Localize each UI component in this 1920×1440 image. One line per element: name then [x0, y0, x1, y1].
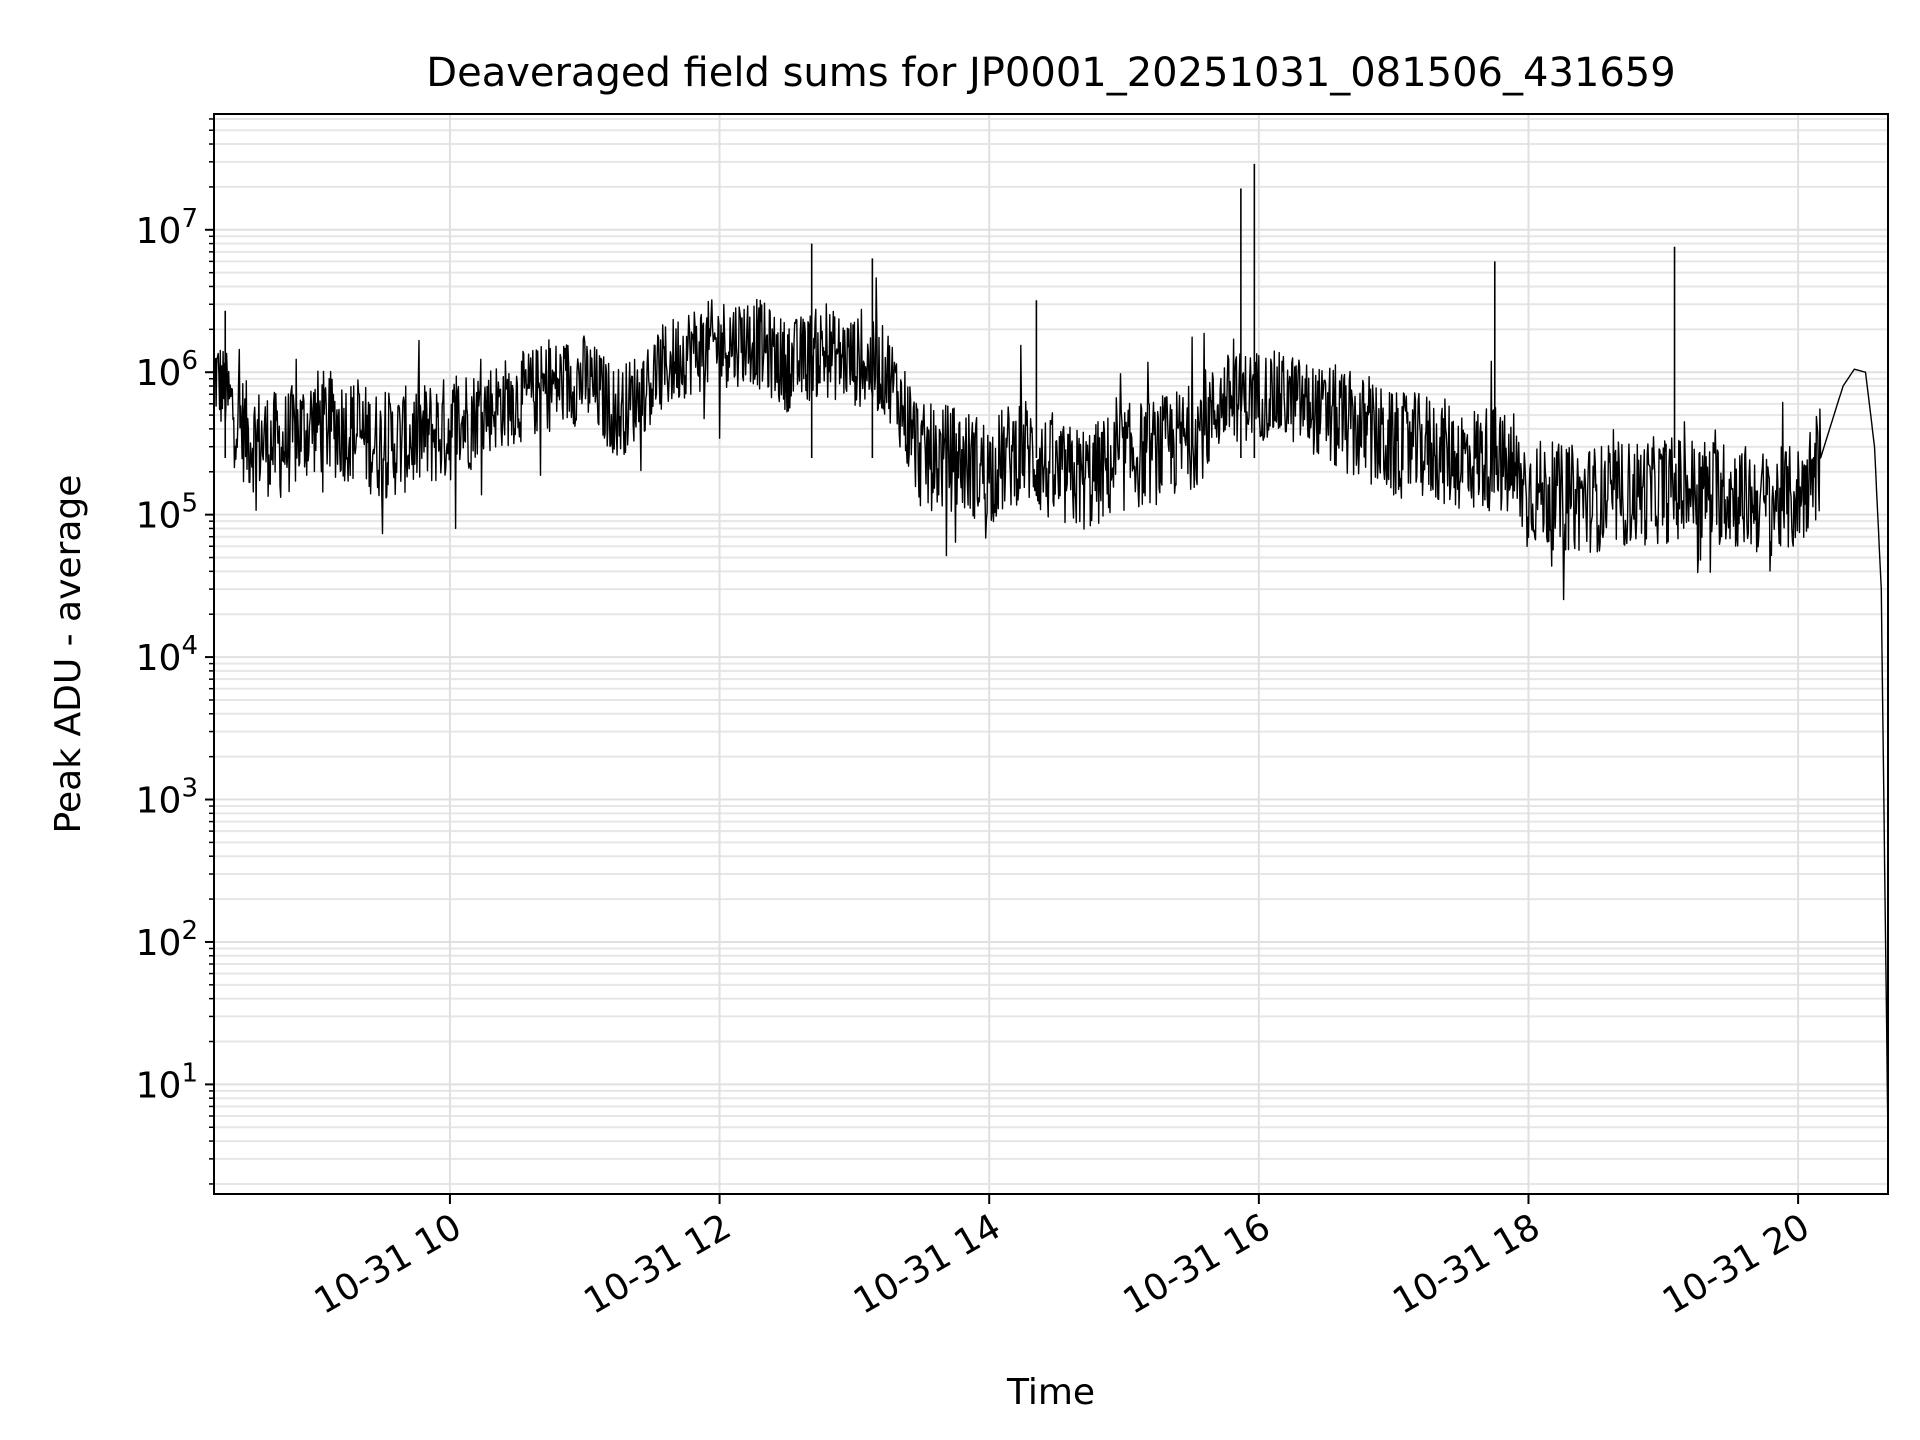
chart-title: Deaveraged field sums for JP0001_2025103…: [426, 50, 1675, 96]
x-axis-label: Time: [1006, 1372, 1095, 1413]
y-axis-label: Peak ADU - average: [48, 475, 89, 834]
major-gridlines: [214, 114, 1888, 1194]
series-line: [213, 277, 1889, 1142]
series-layer: [213, 163, 1889, 1142]
tick-marks: [205, 118, 1800, 1204]
plot-frame: [213, 113, 1889, 1195]
minor-gridlines: [214, 117, 1888, 1185]
